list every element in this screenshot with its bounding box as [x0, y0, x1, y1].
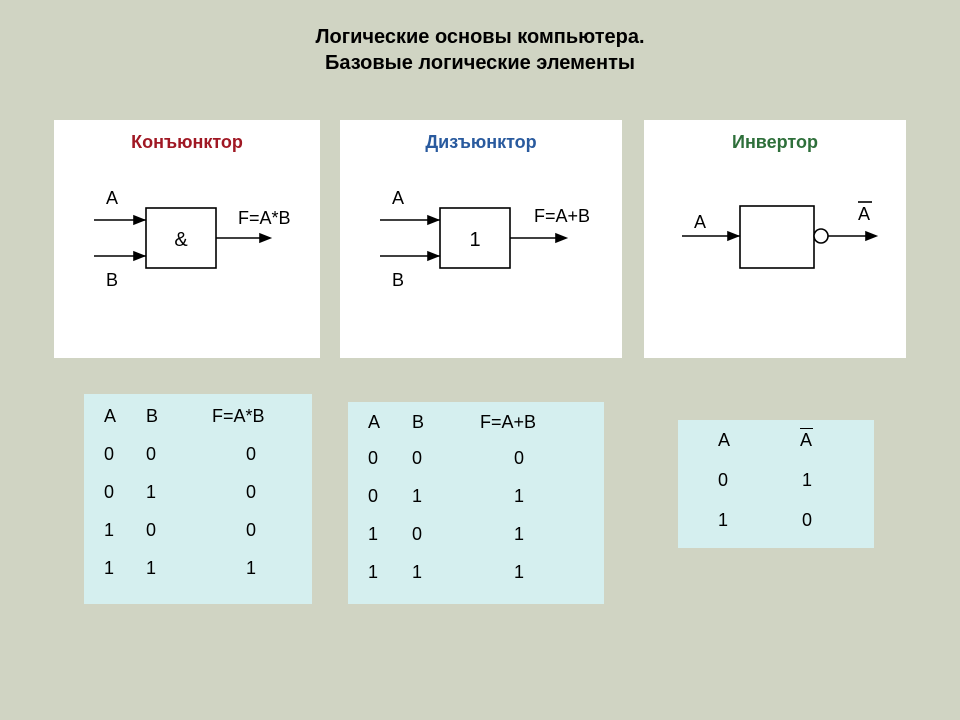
- table-disj-h0: A: [368, 412, 380, 433]
- table-conj: A B F=A*B 0 0 0 0 1 0 1 0 0 1 1 1: [84, 394, 312, 604]
- table-row: 0: [104, 444, 114, 465]
- table-row: 1: [514, 524, 524, 545]
- title-line2: Базовые логические элементы: [325, 52, 635, 74]
- table-inv: A A 0 1 1 0: [678, 420, 874, 548]
- disj-inB: B: [392, 270, 404, 290]
- table-row: 1: [104, 558, 114, 579]
- table-row: 0: [368, 448, 378, 469]
- table-row: 1: [146, 482, 156, 503]
- table-row: 0: [246, 482, 256, 503]
- overline-icon: [800, 428, 813, 429]
- panel-inv: Инвертор A A: [644, 120, 906, 358]
- table-row: 1: [412, 486, 422, 507]
- table-conj-h2: F=A*B: [212, 406, 265, 427]
- table-row: 1: [514, 486, 524, 507]
- table-row: 1: [368, 524, 378, 545]
- inv-diagram: A A: [644, 120, 906, 358]
- table-row: 0: [104, 482, 114, 503]
- table-row: 1: [368, 562, 378, 583]
- table-disj: A B F=A+B 0 0 0 0 1 1 1 0 1 1 1 1: [348, 402, 604, 604]
- table-row: 1: [146, 558, 156, 579]
- inv-out: A: [858, 204, 870, 224]
- table-row: 0: [246, 520, 256, 541]
- table-row: 1: [802, 470, 812, 491]
- table-row: 0: [368, 486, 378, 507]
- table-row: 0: [146, 520, 156, 541]
- conj-inB: B: [106, 270, 118, 290]
- table-row: 0: [802, 510, 812, 531]
- conj-out: F=A*B: [238, 208, 291, 228]
- table-row: 0: [412, 524, 422, 545]
- table-row: 1: [246, 558, 256, 579]
- conj-symbol: &: [174, 229, 188, 251]
- table-disj-h2: F=A+B: [480, 412, 536, 433]
- table-inv-h0: A: [718, 430, 730, 451]
- conj-inA: A: [106, 188, 118, 208]
- table-conj-h0: A: [104, 406, 116, 427]
- page-title: Логические основы компьютера. Базовые ло…: [0, 24, 960, 76]
- table-row: 0: [412, 448, 422, 469]
- table-row: 0: [514, 448, 524, 469]
- table-row: 1: [104, 520, 114, 541]
- panel-conj: Конъюнктор & A B F=A*B: [54, 120, 320, 358]
- panel-disj: Дизъюнктор 1 A B F=A+B: [340, 120, 622, 358]
- inv-inA: A: [694, 212, 706, 232]
- table-inv-h1: A: [800, 430, 812, 451]
- conj-diagram: & A B F=A*B: [54, 120, 320, 358]
- disj-out: F=A+B: [534, 206, 590, 226]
- table-row: 0: [718, 470, 728, 491]
- table-row: 0: [146, 444, 156, 465]
- title-line1: Логические основы компьютера.: [315, 26, 644, 48]
- disj-diagram: 1 A B F=A+B: [340, 120, 622, 358]
- disj-symbol: 1: [469, 229, 480, 251]
- table-conj-h1: B: [146, 406, 158, 427]
- table-disj-h1: B: [412, 412, 424, 433]
- table-row: 1: [514, 562, 524, 583]
- table-row: 1: [412, 562, 422, 583]
- table-row: 1: [718, 510, 728, 531]
- table-row: 0: [246, 444, 256, 465]
- disj-inA: A: [392, 188, 404, 208]
